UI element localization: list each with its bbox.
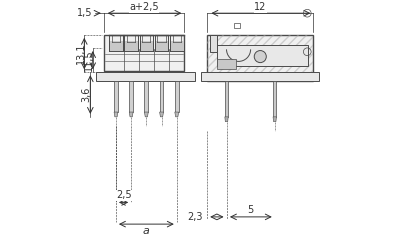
Bar: [207, 35, 313, 81]
Text: 13,1: 13,1: [76, 43, 86, 64]
Bar: [124, 44, 138, 51]
Text: 1,5: 1,5: [77, 8, 93, 18]
Bar: [273, 81, 276, 117]
Bar: [210, 35, 217, 52]
Bar: [140, 44, 153, 51]
Text: 2,5: 2,5: [116, 190, 131, 200]
Bar: [144, 81, 148, 112]
Text: 5: 5: [248, 205, 254, 215]
Bar: [109, 44, 123, 51]
Polygon shape: [273, 117, 276, 122]
Text: 12: 12: [254, 2, 266, 12]
Text: 3,6: 3,6: [82, 87, 92, 102]
Polygon shape: [129, 112, 133, 117]
Bar: [170, 41, 184, 44]
Polygon shape: [114, 112, 118, 117]
Text: a+2,5: a+2,5: [129, 2, 159, 12]
Bar: [114, 81, 118, 112]
Bar: [217, 59, 236, 69]
Bar: [201, 72, 319, 81]
Bar: [207, 35, 313, 81]
Bar: [170, 44, 184, 51]
Bar: [155, 44, 168, 51]
Text: 11,5: 11,5: [84, 49, 94, 71]
Bar: [109, 41, 123, 44]
Bar: [217, 45, 308, 66]
Polygon shape: [160, 112, 164, 117]
Bar: [140, 41, 153, 44]
Polygon shape: [144, 112, 148, 117]
Bar: [175, 81, 179, 112]
Bar: [96, 72, 195, 81]
Text: 2,3: 2,3: [187, 212, 202, 222]
Text: a: a: [143, 226, 150, 236]
Bar: [124, 41, 138, 44]
Circle shape: [254, 51, 266, 63]
Bar: [155, 41, 168, 44]
Bar: [104, 35, 184, 71]
Bar: [225, 81, 228, 117]
Polygon shape: [225, 117, 228, 122]
Bar: [129, 81, 133, 112]
Bar: [160, 81, 164, 112]
Polygon shape: [175, 112, 179, 117]
Bar: [234, 23, 240, 28]
